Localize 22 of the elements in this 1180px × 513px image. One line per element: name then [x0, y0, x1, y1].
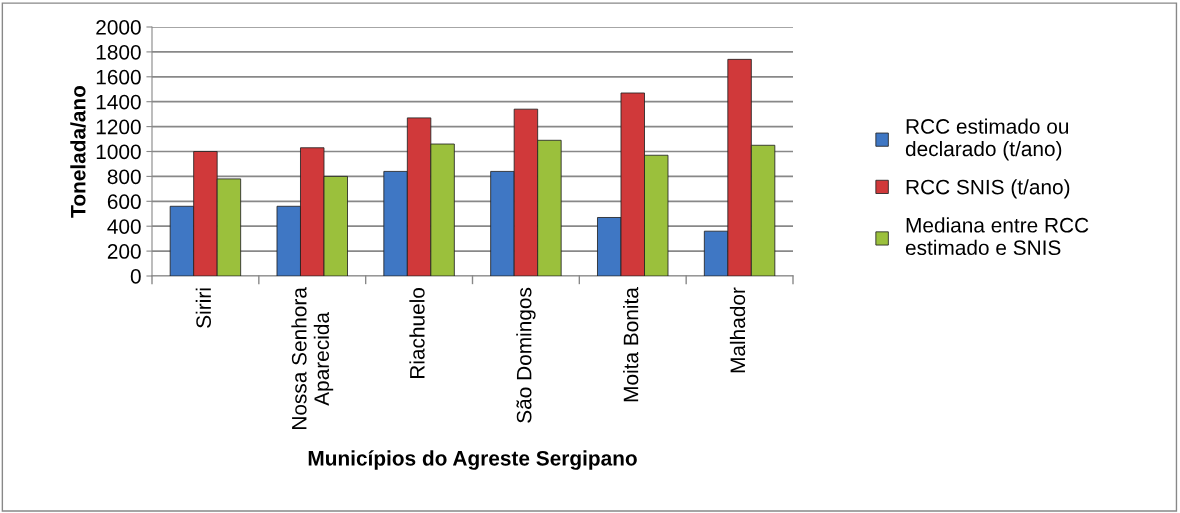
- y-tick-label: 200: [107, 244, 141, 259]
- y-tick-label: 1800: [96, 44, 141, 60]
- y-axis-title: Tonelada/ano: [70, 85, 86, 218]
- x-axis-title: Municípios do Agreste Sergipano: [308, 450, 637, 470]
- x-tick-label: Malhador: [729, 287, 746, 373]
- legend-label: RCC estimado ou declarado (t/ano): [905, 118, 1069, 161]
- y-tick-label: 0: [130, 269, 141, 284]
- y-tick-label: 600: [107, 194, 141, 210]
- y-tick-label: 1200: [96, 119, 141, 135]
- x-tick-label: Nossa Senhora Aparecida: [291, 287, 334, 429]
- y-tick-label: 2000: [96, 20, 141, 35]
- y-tick-label: 1000: [96, 144, 141, 160]
- x-tick-label: São Domingos: [516, 287, 536, 423]
- y-tick-label: 400: [107, 219, 141, 234]
- x-tick-label: Siriri: [195, 288, 212, 328]
- legend-label: RCC SNIS (t/ano): [906, 179, 1070, 199]
- x-tick-label: Moita Bonita: [623, 287, 639, 402]
- y-tick-label: 800: [107, 169, 141, 185]
- x-tick-label: Riachuelo: [409, 287, 425, 379]
- y-tick-label: 1600: [96, 69, 141, 85]
- legend-label: Mediana entre RCC estimado e SNIS: [905, 217, 1089, 256]
- y-tick-label: 1400: [96, 94, 141, 110]
